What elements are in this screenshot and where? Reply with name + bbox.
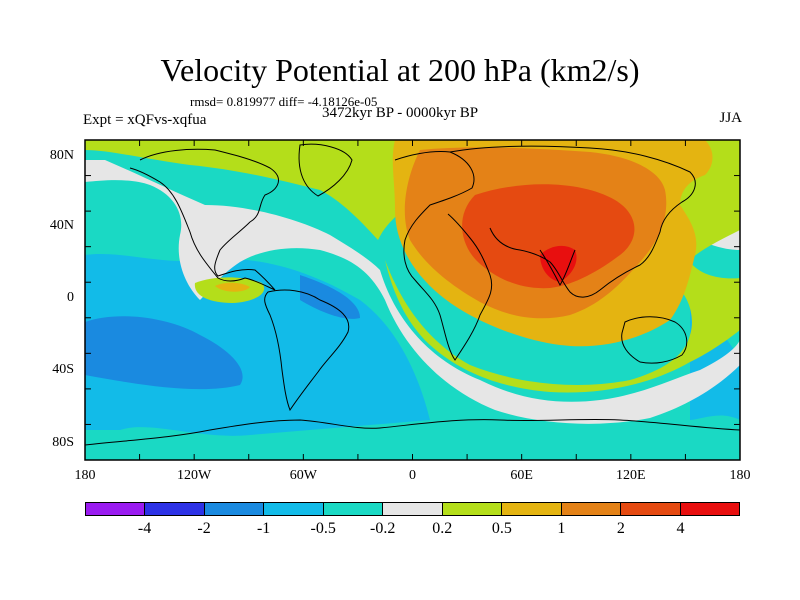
antarctica-coast (84, 418, 741, 446)
india-coast (539, 249, 576, 287)
colorbar-label: -0.5 (310, 520, 336, 537)
europe-africa-coast (394, 151, 493, 361)
colorbar-swatch (86, 503, 146, 515)
lon-label: 120W (177, 468, 212, 483)
experiment-label: Expt = xQFvs-xqfua (83, 112, 207, 128)
lat-label: 80N (49, 148, 74, 163)
colorbar-label: 1 (557, 520, 566, 537)
colorbar-swatch (264, 503, 324, 515)
lat-label: 40S (52, 362, 74, 377)
field-zero-band (85, 160, 740, 424)
colorbar-swatch (323, 503, 384, 515)
colorbar-label: -2 (197, 520, 211, 537)
colorbar-label: 0.5 (491, 520, 512, 537)
colorbar-swatch (561, 503, 622, 515)
south-america-coast (264, 289, 350, 412)
field-plus02-south (385, 260, 740, 393)
lat-label: 80S (52, 435, 74, 450)
field-plus2 (462, 184, 635, 289)
colorbar (85, 502, 740, 516)
coastlines (84, 143, 741, 446)
colorbar-label: -0.2 (370, 520, 396, 537)
colorbar-swatch (621, 503, 681, 515)
plot-title: Velocity Potential at 200 hPa (km2/s) (160, 52, 640, 88)
lon-label: 120E (616, 468, 646, 483)
colorbar-label: 2 (616, 520, 625, 537)
colorbar-swatch (145, 503, 205, 515)
greenland-coast (298, 143, 353, 197)
lon-label: 0 (409, 468, 416, 483)
colorbar-label: 4 (676, 520, 685, 537)
colorbar-label: -4 (137, 520, 152, 537)
colorbar-swatch (442, 503, 503, 515)
field-minus1-sa (300, 275, 360, 319)
colorbar-label: 0.2 (432, 520, 453, 537)
lon-label: 180 (74, 468, 96, 483)
north-america-coast (129, 148, 279, 291)
australia-coast (621, 316, 688, 364)
map-field (85, 140, 740, 460)
lat-label: 40N (49, 218, 74, 233)
colorbar-swatch (204, 503, 265, 515)
season-label: JJA (719, 110, 742, 126)
stats-label: rmsd= 0.819977 diff= -4.18126e-05 (190, 94, 378, 109)
lon-label: 60E (510, 468, 533, 483)
lon-label: 180 (729, 468, 751, 483)
field-plus05-pacific (215, 282, 250, 292)
colorbar-swatch (383, 503, 443, 515)
period-label: 3472kyr BP - 0000kyr BP (322, 105, 479, 121)
ticks (84, 139, 741, 461)
colorbar-swatch (680, 503, 739, 515)
field-plus4 (540, 245, 577, 282)
lat-label: 0 (67, 290, 74, 305)
lon-label: 60W (289, 468, 317, 483)
colorbar-label: -1 (256, 520, 271, 537)
colorbar-swatch (502, 503, 562, 515)
field-minus1 (85, 316, 243, 390)
